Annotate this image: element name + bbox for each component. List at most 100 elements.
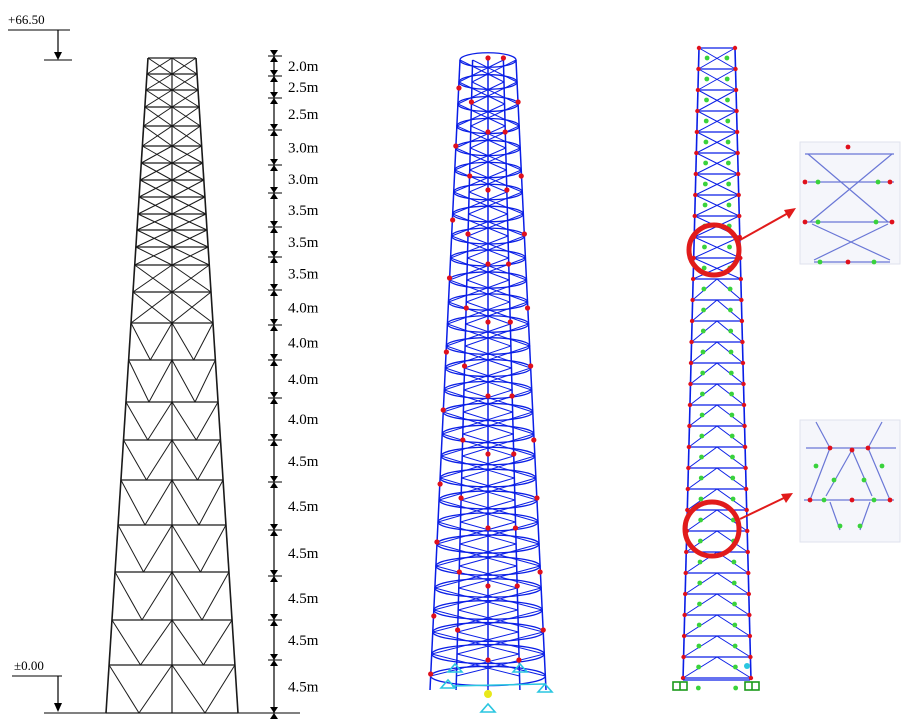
joint-node: [428, 671, 434, 677]
joint-node: [485, 319, 491, 325]
k-brace: [148, 359, 173, 403]
joint-node: [700, 391, 705, 397]
dimension-tick-icon: [270, 76, 278, 82]
joint-node: [681, 654, 686, 660]
x-brace: [171, 162, 203, 181]
joint-node: [507, 319, 513, 325]
joint-node: [456, 569, 462, 575]
joint-node: [742, 423, 747, 429]
k-brace: [143, 524, 173, 573]
dimension-tick-icon: [270, 654, 278, 660]
dimension-tick-icon: [270, 193, 278, 199]
joint-node: [518, 173, 524, 179]
joint-node: [727, 286, 733, 292]
joint-node: [682, 612, 687, 618]
joint-node: [724, 55, 730, 61]
x-brace: [171, 145, 202, 164]
joint-node: [747, 612, 752, 618]
joint-node: [725, 97, 730, 103]
frame-brace: [432, 609, 518, 633]
dimension-tick-icon: [270, 50, 278, 56]
joint-node: [516, 657, 522, 663]
joint-node: [743, 486, 749, 492]
x-brace: [143, 106, 173, 127]
frame-brace: [467, 235, 526, 259]
x-brace: [171, 89, 199, 108]
joint-node: [505, 261, 512, 267]
dimension-tick-icon: [270, 124, 278, 130]
dimension-tick-icon: [270, 284, 278, 290]
joint-node: [744, 507, 749, 513]
k-brace: [138, 664, 173, 714]
dimension-tick-icon: [270, 570, 278, 576]
inset-joint: [871, 497, 877, 503]
frame-brace: [455, 125, 506, 149]
dimension-tick-icon: [270, 482, 278, 488]
joint-node: [695, 108, 700, 114]
joint-node: [748, 654, 753, 660]
frame-brace: [464, 367, 532, 391]
segment-height-label: 3.0m: [288, 141, 319, 157]
frame-brace: [467, 257, 527, 281]
joint-node: [688, 360, 694, 366]
joint-node: [740, 339, 745, 345]
segment-height-label: 4.5m: [288, 454, 319, 470]
detail-inset-lower: [799, 419, 901, 543]
joint-node: [733, 87, 739, 93]
frame-brace: [459, 565, 542, 589]
joint-node: [729, 433, 735, 439]
frame-brace: [448, 279, 510, 303]
joint-node: [732, 622, 738, 628]
inset-member: [815, 421, 831, 449]
joint-node: [701, 286, 707, 292]
segment-height-label: 4.5m: [288, 591, 319, 607]
k-brace: [125, 401, 149, 441]
joint-node: [509, 393, 515, 399]
frame-brace: [446, 323, 511, 347]
dimension-tick-icon: [270, 660, 278, 666]
joint-node: [728, 370, 734, 376]
dimension-tick-icon: [270, 187, 278, 193]
segment-height-label: 3.5m: [288, 267, 319, 283]
frame-brace: [460, 521, 540, 545]
frame-brace: [457, 81, 505, 105]
joint-node: [739, 297, 744, 303]
joint-node: [702, 244, 707, 250]
frame-brace: [431, 631, 519, 655]
joint-node: [485, 187, 491, 193]
joint-node: [746, 570, 751, 576]
analysis-brace: [697, 68, 736, 91]
base-member: [451, 683, 546, 687]
frame-brace: [469, 169, 523, 193]
inset-joint: [845, 259, 851, 265]
joint-node: [735, 171, 741, 177]
analysis-brace: [693, 236, 740, 259]
joint-node: [531, 437, 537, 443]
k-brace: [193, 322, 214, 361]
callout-arrow-icon: [739, 211, 791, 241]
frame-brace: [471, 81, 519, 105]
dimension-tick-icon: [270, 319, 278, 325]
dimension-tick-icon: [270, 251, 278, 257]
inset-frame: [799, 419, 901, 543]
x-brace: [171, 264, 212, 293]
k-brace: [117, 524, 144, 573]
frame-brace: [457, 631, 545, 655]
frame-brace: [459, 543, 541, 567]
analysis-brace: [695, 152, 738, 175]
k-brace: [194, 359, 216, 403]
joint-node: [540, 627, 546, 633]
joint-node: [456, 85, 462, 91]
joint-node: [485, 393, 491, 399]
inset-joint: [861, 477, 867, 483]
dimension-tick-icon: [270, 98, 278, 104]
joint-node: [443, 349, 449, 355]
k-brace: [171, 524, 201, 573]
joint-node: [684, 549, 689, 555]
joint-node: [702, 202, 708, 208]
k-brace: [147, 401, 173, 441]
frame-brace: [463, 389, 533, 413]
frame-brace: [460, 499, 539, 523]
inset-joint: [817, 259, 823, 265]
k-brace: [203, 619, 233, 666]
